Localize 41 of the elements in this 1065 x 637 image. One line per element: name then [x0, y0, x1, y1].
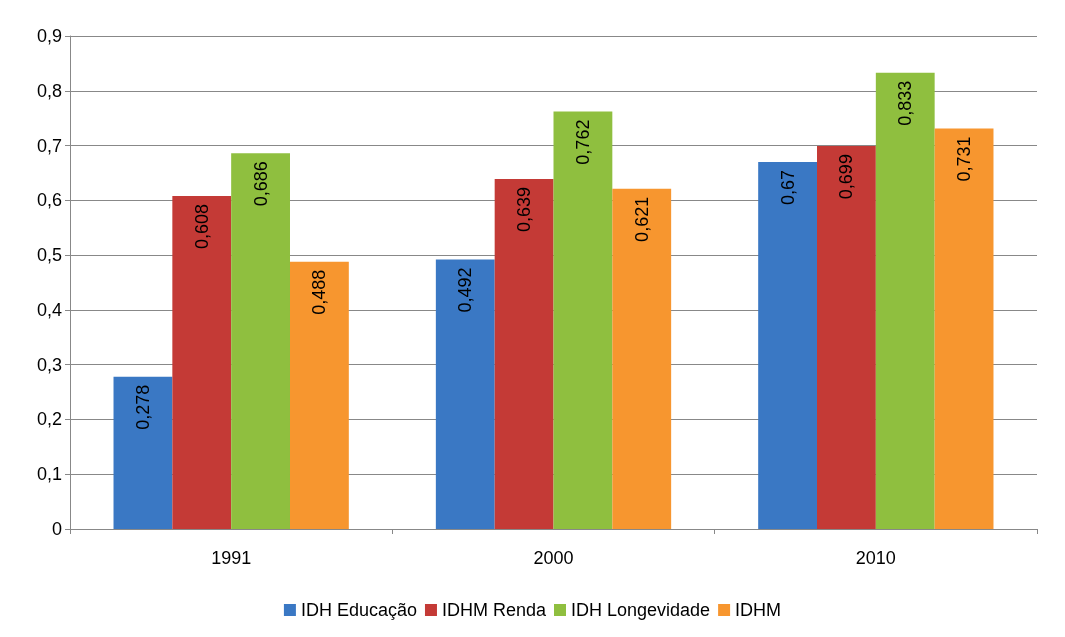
data-label: 0,492	[455, 267, 476, 313]
x-tick-label: 2000	[533, 548, 574, 568]
data-label: 0,67	[777, 169, 798, 206]
bar	[875, 72, 935, 529]
data-label: 0,833	[895, 80, 916, 126]
y-tick-label: 0,3	[36, 354, 62, 375]
y-tick-label: 0,4	[36, 299, 62, 320]
data-label: 0,699	[836, 154, 857, 200]
bar	[553, 111, 613, 529]
y-tick-label: 0,1	[36, 464, 62, 485]
y-tick-label: 0,9	[36, 26, 62, 46]
y-tick-label: 0,7	[36, 135, 62, 156]
y-tick-label: 0,5	[36, 245, 62, 266]
legend-label: IDHM Renda	[441, 600, 547, 620]
x-tick-label: 1991	[211, 548, 252, 568]
y-tick-label: 0,2	[36, 409, 62, 430]
bar	[612, 188, 672, 529]
data-label: 0,639	[514, 186, 535, 233]
data-label: 0,488	[309, 269, 330, 315]
bar	[758, 161, 818, 529]
y-tick-label: 0,6	[36, 190, 62, 211]
bar	[494, 178, 554, 529]
data-label: 0,762	[572, 119, 593, 165]
data-label: 0,608	[191, 203, 212, 249]
bar	[231, 153, 290, 529]
bar	[289, 261, 349, 529]
legend-label: IDH Longevidade	[571, 600, 711, 620]
y-tick-label: 0	[51, 519, 62, 539]
y-tick-label: 0,8	[36, 80, 62, 101]
x-tick-label: 2010	[855, 548, 896, 568]
legend-label: IDHM	[735, 600, 782, 620]
bar	[172, 195, 232, 529]
bar	[113, 376, 173, 529]
data-label: 0,278	[132, 384, 153, 430]
data-label: 0,731	[954, 136, 975, 182]
bar	[934, 128, 994, 529]
bar	[435, 259, 495, 529]
bar	[817, 146, 876, 529]
legend-label: IDH Educação	[300, 600, 417, 620]
data-label: 0,621	[631, 196, 652, 242]
data-label: 0,686	[250, 161, 271, 207]
